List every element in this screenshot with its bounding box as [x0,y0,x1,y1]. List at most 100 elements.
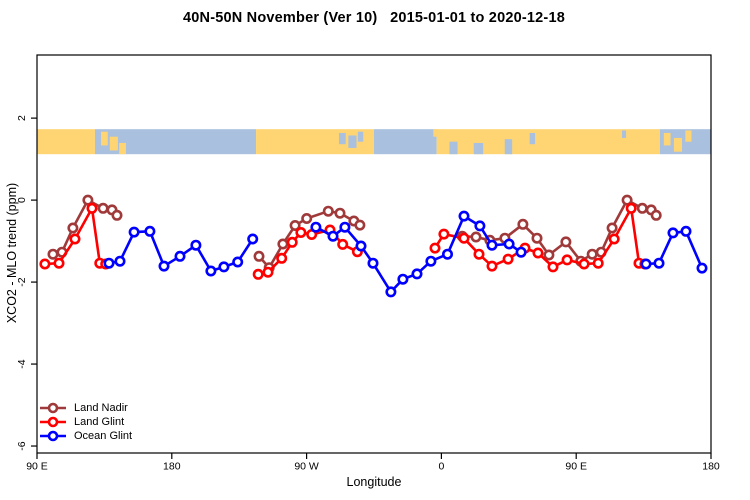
map-band-patch-ocean [622,130,627,138]
map-band [37,129,711,155]
data-point-marker [621,194,633,206]
data-point-marker [367,257,379,269]
data-point-marker [640,258,652,270]
map-band-segment-ocean [374,129,437,155]
x-tick-label: 90 W [294,461,319,473]
x-tick-label: 180 [702,461,720,473]
legend-marker-ocean-glint-icon [40,430,66,442]
x-tick-label: 90 E [26,461,48,473]
data-point-marker [310,221,322,233]
data-point-marker [486,260,498,272]
data-point-marker [114,255,126,267]
data-point-marker [606,222,618,234]
data-point-marker [103,257,115,269]
data-point-marker [247,233,259,245]
x-tick-label: 0 [438,461,444,473]
series-land-glint [39,202,651,280]
x-axis-title: Longitude [346,475,402,489]
map-band-patch-ocean [529,132,536,145]
data-point-marker [190,239,202,251]
map-band-patch-land [663,132,671,146]
legend: Land Nadir Land Glint Ocean Glint [40,401,132,443]
map-band-patch-ocean [449,141,458,155]
y-tick-label: -4 [16,359,28,368]
data-point-marker [327,230,339,242]
legend-label-land-glint: Land Glint [74,415,125,428]
data-point-marker [253,250,265,262]
map-band-patch-ocean [357,131,364,142]
x-tick-label: 180 [163,461,181,473]
map-band-patch-land [433,129,439,137]
data-point-marker [502,253,514,265]
data-point-marker [470,231,482,243]
data-point-marker [82,194,94,206]
data-point-marker [111,209,123,221]
y-tick-label: -2 [16,277,28,286]
data-point-marker [650,209,662,221]
legend-marker-land-nadir-icon [40,402,66,414]
data-point-marker [47,248,59,260]
data-point-marker [458,210,470,222]
data-point-marker [86,202,98,214]
y-axis-title-text: XCO2 - MLO trend (ppm) [5,182,19,324]
map-band-patch-ocean [473,142,484,155]
data-point-marker [474,220,486,232]
data-point-marker [458,232,470,244]
axes: 90 E 180 90 W 0 90 E 180 2 0 -2 -4 -6 [16,115,720,472]
data-point-marker [543,249,555,261]
legend-marker-land-glint-icon [40,416,66,428]
data-point-marker [578,258,590,270]
data-point-marker [425,255,437,267]
data-point-marker [532,247,544,259]
data-point-marker [322,205,334,217]
data-point-marker [515,246,527,258]
y-tick-label: 0 [16,197,28,203]
data-point-marker [441,248,453,260]
legend-label-ocean-glint: Ocean Glint [74,429,133,442]
legend-item-land-nadir: Land Nadir [40,401,132,415]
data-point-marker [97,202,109,214]
data-point-marker [696,262,708,274]
map-band-patch-ocean [338,132,346,145]
map-band-segment-land [436,129,660,155]
map-band-segment-ocean [94,129,257,155]
data-point-marker [144,225,156,237]
data-point-marker [289,220,301,232]
data-point-marker [429,242,441,254]
y-tick-label: -6 [16,441,28,450]
data-point-marker [397,273,409,285]
legend-item-ocean-glint: Ocean Glint [40,429,132,443]
data-point-marker [67,222,79,234]
data-point-marker [286,236,298,248]
data-point-marker [339,221,351,233]
data-point-marker [218,261,230,273]
map-band-patch-land [101,131,108,146]
map-band-patch-ocean [504,139,513,155]
data-point-marker [547,261,559,273]
data-point-marker [561,254,573,266]
data-point-marker [592,257,604,269]
data-point-marker [586,248,598,260]
data-point-marker [355,240,367,252]
data-point-marker [653,257,665,269]
data-point-marker [295,227,307,239]
data-point-marker [276,252,288,264]
data-point-marker [636,202,648,214]
map-band-patch-ocean [348,135,357,148]
data-point-marker [531,232,543,244]
data-point-marker [517,218,529,230]
data-point-marker [473,248,485,260]
data-point-marker [53,257,65,269]
data-point-marker [560,236,572,248]
series-ocean-glint [103,210,708,298]
legend-item-land-glint: Land Glint [40,415,132,429]
map-band-patch-land [673,137,683,152]
data-point-marker [354,219,366,231]
data-point-marker [158,260,170,272]
map-band-patch-land [685,130,692,142]
data-point-marker [667,227,679,239]
x-tick-label: 90 E [565,461,587,473]
data-point-marker [608,233,620,245]
